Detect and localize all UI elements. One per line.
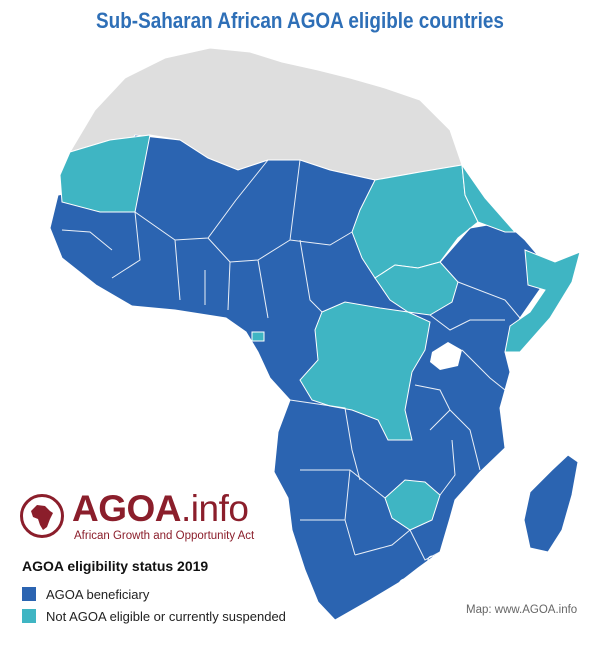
- legend-swatch: [22, 587, 36, 601]
- somalia: [504, 249, 581, 353]
- brand-suffix: .info: [181, 488, 249, 529]
- map-credit: Map: www.AGOA.info: [466, 604, 578, 616]
- legend-label: Not AGOA eligible or currently suspended: [46, 608, 286, 624]
- brand-tagline: African Growth and Opportunity Act: [74, 530, 255, 542]
- zimbabwe: [384, 479, 441, 531]
- agoa-brand: AGOA.info African Growth and Opportunity…: [20, 488, 265, 542]
- legend-item-beneficiary: AGOA beneficiary: [22, 584, 286, 604]
- madagascar: [523, 454, 579, 553]
- legend-item-not-eligible: Not AGOA eligible or currently suspended: [22, 606, 286, 626]
- legend-swatch: [22, 609, 36, 623]
- legend-title: AGOA eligibility status 2019: [22, 558, 209, 574]
- south-sudan: [374, 261, 459, 316]
- legend: AGOA eligibility status 2019 AGOA benefi…: [22, 558, 286, 628]
- equatorial-guinea: [251, 331, 265, 342]
- eritrea: [461, 163, 517, 233]
- lesotho: [398, 578, 412, 592]
- country-borders: [61, 159, 521, 561]
- brand-name: AGOA.info: [72, 488, 249, 529]
- dr-congo: [299, 301, 431, 441]
- lake-victoria: [430, 342, 462, 370]
- eswatini: [427, 555, 437, 565]
- map-title: Sub-Saharan African AGOA eligible countr…: [96, 8, 504, 33]
- legend-label: AGOA beneficiary: [46, 586, 150, 602]
- africa-logo-icon: [20, 494, 64, 538]
